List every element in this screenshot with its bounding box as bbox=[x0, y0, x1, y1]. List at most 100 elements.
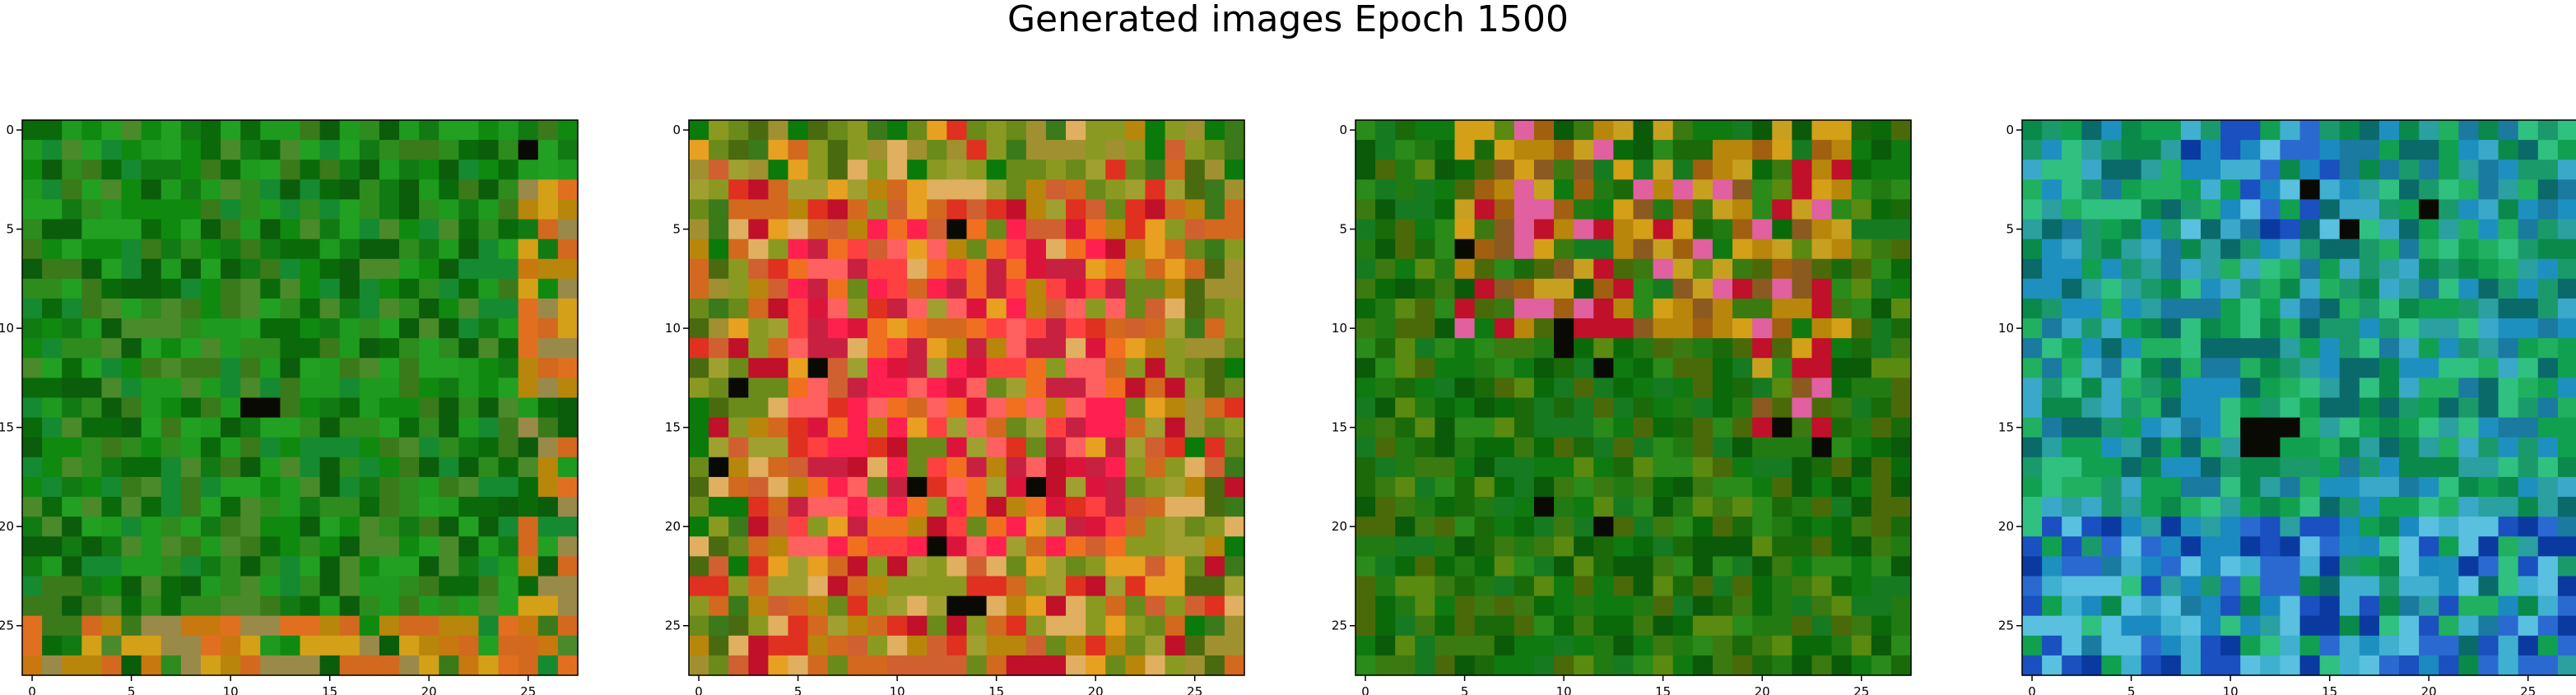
pixel-cell bbox=[2280, 456, 2301, 478]
pixel-cell bbox=[1653, 140, 1674, 160]
pixel-cell bbox=[1066, 635, 1086, 656]
pixel-cell bbox=[260, 160, 281, 180]
pixel-cell bbox=[1533, 417, 1555, 438]
pixel-cell bbox=[1145, 655, 1166, 676]
pixel-cell bbox=[2280, 655, 2301, 676]
pixel-cell bbox=[1434, 615, 1456, 637]
pixel-cell bbox=[1514, 219, 1535, 240]
pixel-cell bbox=[1474, 536, 1495, 557]
pixel-cell bbox=[2299, 358, 2321, 378]
pixel-cell bbox=[2022, 338, 2043, 359]
pixel-cell bbox=[1066, 576, 1086, 597]
pixel-cell bbox=[689, 239, 709, 260]
pixel-cell bbox=[1224, 219, 1245, 240]
pixel-cell bbox=[2141, 298, 2162, 319]
pixel-cell bbox=[2062, 536, 2082, 557]
pixel-cell bbox=[2339, 298, 2360, 319]
pixel-cell bbox=[887, 497, 908, 517]
pixel-cell bbox=[2378, 517, 2400, 537]
pixel-cell bbox=[1613, 497, 1634, 517]
pixel-cell bbox=[2518, 318, 2539, 339]
pixel-cell bbox=[1165, 120, 1186, 141]
pixel-cell bbox=[986, 160, 1007, 180]
pixel-cell bbox=[2260, 239, 2281, 260]
pixel-cell bbox=[2498, 595, 2519, 617]
pixel-cell bbox=[2339, 595, 2360, 617]
pixel-cell bbox=[1045, 298, 1067, 319]
pixel-cell bbox=[1025, 258, 1047, 280]
pixel-cell bbox=[478, 576, 500, 597]
pixel-cell bbox=[2200, 595, 2221, 617]
pixel-cell bbox=[1514, 476, 1535, 498]
pixel-cell bbox=[1375, 120, 1396, 141]
pixel-cell bbox=[319, 517, 341, 537]
pixel-cell bbox=[1692, 298, 1713, 319]
pixel-cell bbox=[2042, 298, 2062, 319]
pixel-cell bbox=[1224, 417, 1245, 438]
pixel-cell bbox=[1672, 476, 1694, 498]
pixel-cell bbox=[498, 635, 519, 656]
pixel-cell bbox=[689, 219, 709, 240]
pixel-cell bbox=[2299, 258, 2321, 280]
pixel-cell bbox=[1224, 120, 1245, 141]
pixel-cell bbox=[1454, 536, 1476, 557]
pixel-cell bbox=[419, 358, 439, 378]
pixel-cell bbox=[2022, 298, 2043, 319]
pixel-cell bbox=[221, 635, 241, 656]
pixel-cell bbox=[2121, 456, 2142, 478]
pixel-cell bbox=[1006, 199, 1027, 220]
pixel-cell bbox=[2200, 497, 2221, 517]
pixel-cell bbox=[1514, 318, 1535, 339]
pixel-cell bbox=[2200, 140, 2221, 160]
pixel-cell bbox=[2160, 298, 2182, 319]
pixel-cell bbox=[986, 278, 1007, 299]
pixel-cell bbox=[1653, 655, 1674, 676]
pixel-cell bbox=[1184, 437, 1206, 458]
pixel-cell bbox=[748, 437, 770, 458]
pixel-cell bbox=[1025, 298, 1047, 319]
pixel-cell bbox=[557, 258, 579, 280]
pixel-cell bbox=[1086, 476, 1106, 498]
pixel-cell bbox=[1105, 239, 1126, 260]
pixel-cell bbox=[1514, 517, 1535, 537]
pixel-cell bbox=[1851, 179, 1872, 201]
pixel-cell bbox=[1224, 298, 1245, 319]
y-tick-label: 15 bbox=[1998, 420, 2014, 435]
pixel-cell bbox=[518, 179, 539, 201]
pixel-cell bbox=[1851, 397, 1872, 419]
pixel-cell bbox=[2022, 219, 2043, 240]
x-tick-label: 20 bbox=[1088, 684, 1104, 695]
pixel-cell bbox=[907, 417, 928, 438]
pixel-cell bbox=[807, 655, 829, 676]
pixel-cell bbox=[2260, 536, 2281, 557]
pixel-cell bbox=[1066, 298, 1086, 319]
pixel-cell bbox=[498, 437, 519, 458]
pixel-cell bbox=[1851, 595, 1872, 617]
pixel-cell bbox=[1125, 378, 1146, 399]
pixel-cell bbox=[827, 298, 849, 319]
pixel-cell bbox=[1772, 417, 1793, 438]
pixel-cell bbox=[2478, 497, 2499, 517]
pixel-cell bbox=[2518, 278, 2539, 299]
pixel-cell bbox=[1533, 298, 1555, 319]
pixel-cell bbox=[1672, 456, 1694, 478]
pixel-cell bbox=[1184, 298, 1206, 319]
pixel-cell bbox=[887, 476, 908, 498]
pixel-cell bbox=[2399, 318, 2420, 339]
pixel-cell bbox=[1514, 199, 1535, 220]
pixel-cell bbox=[518, 120, 539, 141]
pixel-cell bbox=[689, 595, 709, 617]
pixel-cell bbox=[1712, 378, 1733, 399]
pixel-cell bbox=[2260, 635, 2281, 656]
pixel-cell bbox=[1772, 536, 1793, 557]
pixel-cell bbox=[121, 497, 142, 517]
pixel-cell bbox=[1145, 140, 1166, 160]
pixel-cell bbox=[439, 278, 459, 299]
pixel-cell bbox=[1732, 456, 1753, 478]
pixel-cell bbox=[1672, 160, 1694, 180]
pixel-cell bbox=[518, 239, 539, 260]
pixel-cell bbox=[1375, 536, 1396, 557]
pixel-cell bbox=[2200, 635, 2221, 656]
pixel-cell bbox=[1454, 258, 1476, 280]
pixel-cell bbox=[1375, 635, 1396, 656]
